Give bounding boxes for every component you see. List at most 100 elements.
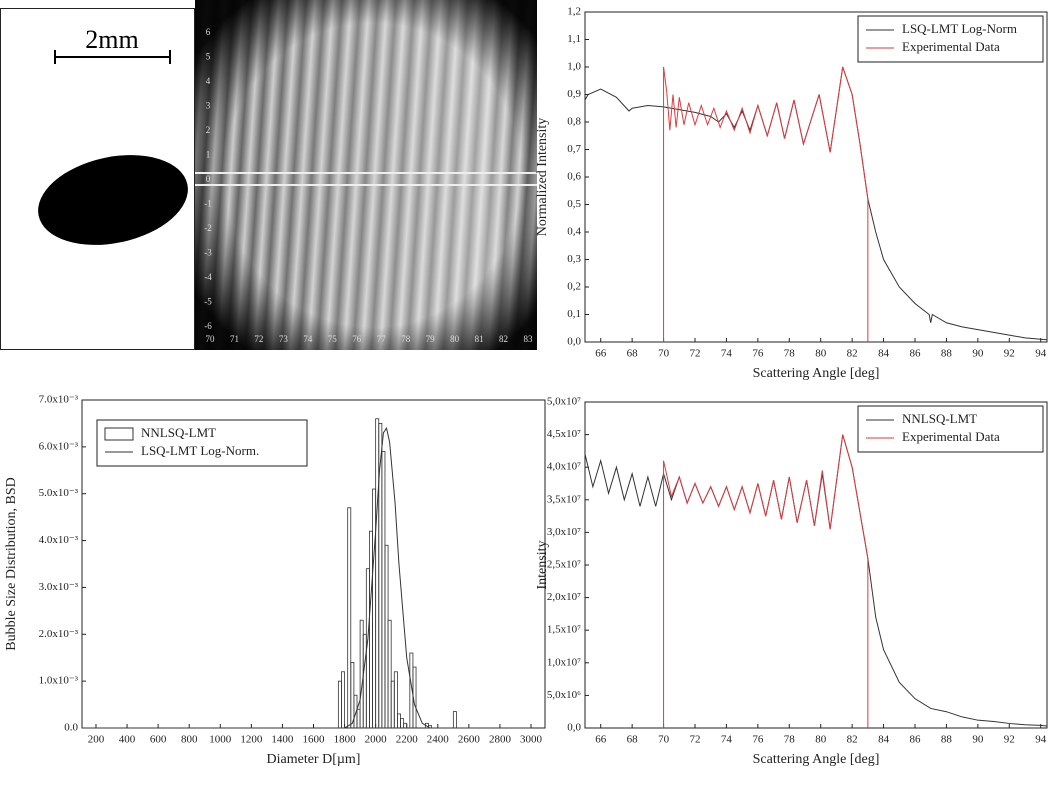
image-y-tick-label: 1 bbox=[206, 150, 211, 160]
x-tick-label: 92 bbox=[1004, 734, 1015, 746]
image-x-tick-label: 76 bbox=[352, 334, 362, 344]
image-x-tick-label: 83 bbox=[524, 334, 534, 344]
histogram-bar bbox=[387, 619, 392, 729]
image-y-tick-label: -1 bbox=[204, 199, 212, 209]
y-tick-label: 0,7 bbox=[567, 143, 581, 155]
histogram-bar bbox=[356, 708, 361, 729]
chart: 0.0 1.0x10⁻³ 2.0x10⁻³ 3.0x10⁻³ 4.0x10⁻³ 5.0x1… bbox=[4, 394, 546, 767]
legend-label: LSQ-LMT Log-Norm. bbox=[141, 443, 259, 458]
image-x-tick-label: 78 bbox=[401, 334, 411, 344]
histogram-bar bbox=[347, 507, 352, 729]
x-tick-label: 800 bbox=[181, 734, 198, 746]
image-y-tick-label: 2 bbox=[206, 125, 211, 135]
x-tick-label: 94 bbox=[1035, 734, 1047, 746]
y-tick-label: 5,0x10⁷ bbox=[547, 396, 581, 408]
x-tick-label: 70 bbox=[658, 734, 670, 746]
x-tick-label: 1800 bbox=[334, 734, 357, 746]
histogram-bar bbox=[396, 713, 401, 729]
x-tick-label: 600 bbox=[150, 734, 167, 746]
x-tick-label: 92 bbox=[1004, 348, 1015, 360]
histogram-bar bbox=[362, 633, 367, 729]
image-x-tick-label: 73 bbox=[279, 334, 289, 344]
x-tick-label: 2000 bbox=[365, 734, 388, 746]
y-tick-label: 4,0x10⁷ bbox=[547, 461, 581, 473]
y-axis-title: Bubble Size Distribution, BSD bbox=[4, 477, 19, 650]
y-tick-label: 3.0x10⁻³ bbox=[39, 581, 79, 593]
histogram-bar bbox=[372, 488, 377, 729]
x-tick-label: 1600 bbox=[303, 734, 326, 746]
legend-label: LSQ-LMT Log-Norm bbox=[902, 21, 1017, 36]
chart: 0,0 0,1 0,2 0,3 0,4 0,5 0,6 0,7 0,8 0,9 1,0 1,1 1,2 6… bbox=[535, 6, 1048, 381]
x-tick-label: 200 bbox=[88, 734, 105, 746]
legend-label: NNLSQ-LMT bbox=[141, 425, 216, 440]
y-tick-label: 0,1 bbox=[567, 308, 581, 320]
x-tick-label: 82 bbox=[847, 734, 858, 746]
x-tick-label: 82 bbox=[847, 348, 858, 360]
x-tick-label: 68 bbox=[627, 348, 639, 360]
image-x-tick-label: 77 bbox=[377, 334, 387, 344]
y-tick-label: 1,1 bbox=[567, 33, 581, 45]
y-tick-label: 7.0x10⁻³ bbox=[39, 394, 79, 406]
image-y-tick-label: 6 bbox=[206, 27, 211, 37]
y-tick-label: 0,4 bbox=[567, 226, 581, 238]
series-line bbox=[584, 66, 1048, 341]
x-tick-label: 88 bbox=[941, 734, 953, 746]
x-tick-label: 78 bbox=[784, 348, 796, 360]
image-y-tick-label: 4 bbox=[206, 76, 211, 86]
histogram-bar bbox=[375, 418, 380, 729]
image-y-tick-label: -5 bbox=[204, 297, 212, 307]
x-axis-title: Scattering Angle [deg] bbox=[753, 752, 880, 767]
histogram-bar bbox=[384, 544, 389, 729]
x-tick-label: 74 bbox=[721, 734, 733, 746]
y-axis-title: Intensity bbox=[535, 541, 550, 590]
y-tick-label: 0,6 bbox=[567, 171, 581, 183]
image-x-tick-label: 74 bbox=[303, 334, 313, 344]
x-tick-label: 2800 bbox=[489, 734, 512, 746]
y-axis-title: Normalized Intensity bbox=[535, 118, 550, 237]
x-axis-title: Diameter D[µm] bbox=[267, 752, 361, 767]
series-line bbox=[584, 434, 1048, 727]
y-tick-label: 0,5 bbox=[567, 198, 581, 210]
fringe-image bbox=[195, 0, 537, 350]
y-tick-label: 1,5x10⁷ bbox=[547, 624, 581, 636]
y-tick-label: 0,3 bbox=[567, 253, 581, 265]
x-axis-title: Scattering Angle [deg] bbox=[753, 366, 880, 381]
histogram-bar bbox=[452, 711, 457, 729]
legend-label: Experimental Data bbox=[902, 39, 1000, 54]
x-tick-label: 80 bbox=[815, 734, 827, 746]
histogram-bar bbox=[400, 718, 405, 729]
y-tick-label: 1.0x10⁻³ bbox=[39, 675, 79, 687]
y-tick-label: 2,0x10⁷ bbox=[547, 591, 581, 603]
x-tick-label: 76 bbox=[752, 734, 764, 746]
x-tick-label: 2600 bbox=[458, 734, 481, 746]
x-tick-label: 3000 bbox=[520, 734, 543, 746]
image-x-tick-label: 82 bbox=[499, 334, 508, 344]
legend-label: NNLSQ-LMT bbox=[902, 411, 977, 426]
image-y-tick-label: 0 bbox=[206, 174, 211, 184]
y-tick-label: 0,2 bbox=[567, 281, 581, 293]
y-tick-label: 4.0x10⁻³ bbox=[39, 534, 79, 546]
x-tick-label: 76 bbox=[752, 348, 764, 360]
y-tick-label: 0,9 bbox=[567, 88, 581, 100]
image-panel: 2mm bbox=[0, 0, 537, 350]
image-y-tick-label: -2 bbox=[204, 223, 212, 233]
image-x-tick-label: 70 bbox=[206, 334, 216, 344]
image-y-tick-label: -3 bbox=[204, 248, 212, 258]
histogram-bar bbox=[341, 671, 345, 729]
x-tick-label: 400 bbox=[119, 734, 136, 746]
x-tick-label: 1200 bbox=[240, 734, 263, 746]
x-tick-label: 2200 bbox=[396, 734, 419, 746]
histogram-bar bbox=[337, 680, 342, 729]
y-tick-label: 2,5x10⁷ bbox=[547, 559, 581, 571]
x-tick-label: 72 bbox=[690, 348, 701, 360]
x-tick-label: 90 bbox=[972, 734, 984, 746]
x-tick-label: 80 bbox=[815, 348, 827, 360]
x-tick-label: 2400 bbox=[427, 734, 450, 746]
y-tick-label: 5.0x10⁻³ bbox=[39, 487, 79, 499]
histogram-bar bbox=[350, 662, 355, 729]
image-x-tick-label: 75 bbox=[328, 334, 338, 344]
scale-label: 2mm bbox=[85, 25, 138, 54]
x-tick-label: 74 bbox=[721, 348, 733, 360]
x-tick-label: 86 bbox=[910, 734, 922, 746]
x-tick-label: 78 bbox=[784, 734, 796, 746]
